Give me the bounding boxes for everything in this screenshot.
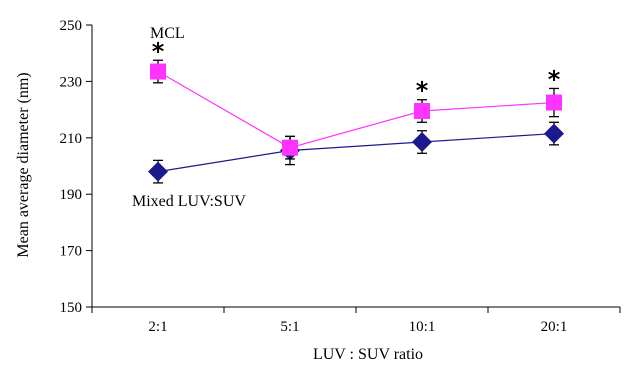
series-label-mixed: Mixed LUV:SUV xyxy=(132,193,246,210)
data-point-diamond xyxy=(148,161,168,182)
y-ticks: 150 170 190 210 230 250 xyxy=(60,18,92,316)
data-point-square xyxy=(282,139,298,156)
y-tick-label: 170 xyxy=(60,244,83,260)
x-tick-label: 20:1 xyxy=(541,319,568,335)
significance-star: * xyxy=(152,37,165,65)
y-tick-label: 150 xyxy=(60,300,83,316)
y-tick-label: 190 xyxy=(60,187,83,203)
series-line xyxy=(157,71,555,149)
x-ticks: 2:1 5:1 10:1 20:1 xyxy=(91,307,621,335)
series-line xyxy=(157,132,555,173)
series-mixed xyxy=(148,121,564,184)
x-tick-label: 2:1 xyxy=(148,319,167,335)
y-tick-label: 230 xyxy=(60,74,83,90)
y-axis-title: Mean average diameter (nm) xyxy=(15,72,32,257)
x-axis-title: LUV : SUV ratio xyxy=(313,346,423,363)
y-tick-label: 210 xyxy=(60,131,83,147)
series-layer: * * * xyxy=(148,37,564,184)
series-mcl: * * * xyxy=(150,37,562,160)
x-axis: 2:1 5:1 10:1 20:1 xyxy=(91,306,621,335)
series-label-mcl: MCL xyxy=(150,25,185,42)
data-point-diamond xyxy=(544,123,564,144)
significance-star: * xyxy=(548,65,561,93)
y-axis: 150 170 190 210 230 250 xyxy=(60,18,93,316)
y-tick-label: 250 xyxy=(60,18,83,34)
data-point-diamond xyxy=(412,132,432,153)
data-point-square xyxy=(546,94,562,111)
data-point-square xyxy=(414,103,430,120)
x-tick-label: 10:1 xyxy=(409,319,436,335)
data-point-square xyxy=(150,63,166,80)
significance-star: * xyxy=(416,77,429,105)
x-tick-label: 5:1 xyxy=(280,319,299,335)
